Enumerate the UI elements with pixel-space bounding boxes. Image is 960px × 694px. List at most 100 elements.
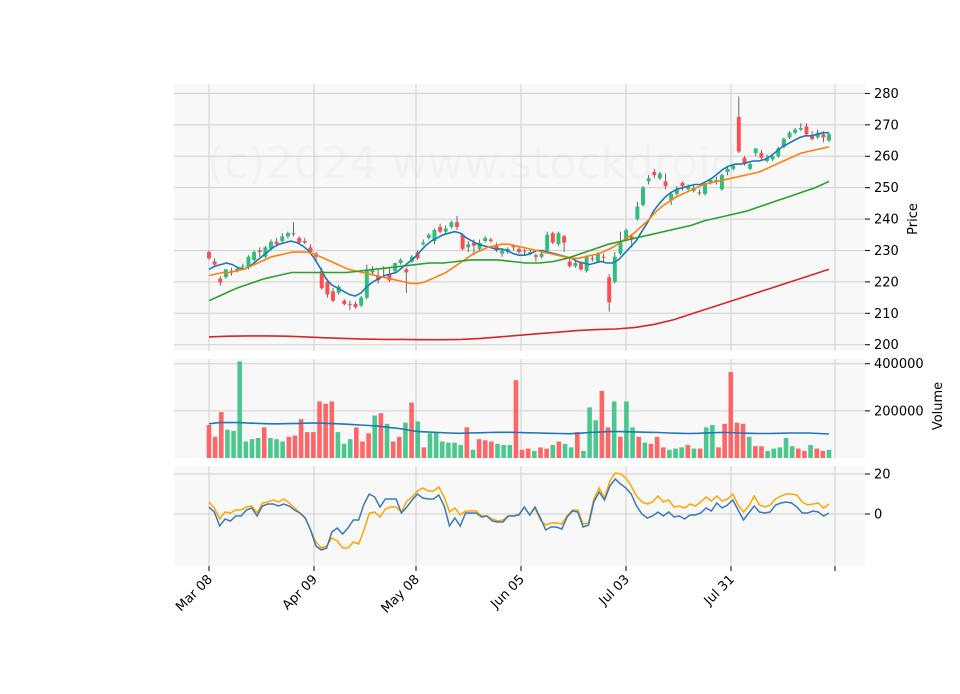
volume-axis-label: Volume [931, 382, 946, 430]
volume-bar [427, 433, 433, 458]
price-y-tick-label: 260 [874, 150, 899, 165]
candle-body [765, 157, 769, 161]
candle-body [528, 252, 533, 254]
volume-bar [654, 436, 660, 458]
volume-bar [673, 448, 678, 458]
macd-y-tick-label: 0 [874, 508, 882, 523]
volume-average-line [208, 421, 830, 435]
candle-body [748, 164, 753, 169]
candle-body [663, 181, 668, 187]
volume-bar [716, 447, 721, 458]
price-y-tick-label: 240 [874, 213, 899, 228]
candle-body [471, 242, 476, 246]
volume-bar [286, 436, 292, 458]
volume-bar [703, 427, 709, 458]
macd-panel-bg [174, 466, 865, 566]
price-y-tick-label: 250 [874, 181, 899, 196]
candle-body [212, 261, 217, 265]
candle-body [376, 275, 381, 281]
candle-body [624, 230, 629, 240]
candle-body [517, 248, 521, 253]
candle-body [669, 193, 674, 201]
candle-body [612, 256, 617, 282]
candle-body [235, 268, 240, 271]
candle-body [607, 277, 612, 303]
volume-bar [740, 423, 746, 458]
volume-bar [495, 443, 500, 458]
volume-bar [630, 427, 635, 458]
volume-bar [476, 439, 482, 458]
moving-average-line [208, 180, 830, 302]
volume-bar [464, 427, 470, 458]
moving-average-line [208, 146, 830, 285]
x-tick-label: Jun 05 [488, 572, 528, 612]
volume-bar [378, 413, 384, 458]
volume-bar [212, 436, 218, 458]
volume-bar [814, 448, 820, 458]
candle-body [207, 252, 211, 259]
candle-body [443, 228, 448, 232]
volume-panel [206, 361, 832, 458]
candle-body [449, 222, 454, 227]
candle-body [652, 171, 657, 176]
volume-bar [341, 443, 347, 458]
volume-bar [642, 442, 648, 458]
candle-body [460, 234, 465, 249]
volume-bar [243, 441, 249, 458]
candle-body [522, 250, 527, 252]
moving-average-line [208, 268, 830, 341]
candle-body [291, 233, 296, 235]
volume-bar [648, 443, 654, 458]
x-tick-label: Jul 03 [596, 572, 633, 609]
volume-y-tick-label: 400000 [874, 357, 924, 372]
candle-body [590, 258, 595, 260]
candle-body [781, 138, 786, 147]
volume-bar [617, 436, 623, 458]
candle-body [810, 135, 815, 139]
candle-body [421, 242, 426, 245]
candle-body [742, 157, 747, 165]
price-y-tick-label: 270 [874, 118, 899, 133]
volume-bar [783, 437, 789, 458]
volume-bar [685, 445, 691, 458]
moving-average-line [208, 131, 829, 297]
candle-body [218, 278, 223, 283]
candle-body [787, 132, 792, 138]
volume-bar [575, 432, 580, 458]
volume-bar [599, 390, 605, 458]
candle-body [280, 236, 285, 242]
volume-bar [568, 447, 574, 458]
candle-body [759, 153, 764, 158]
volume-bar [667, 449, 672, 458]
candle-body [359, 297, 364, 306]
watermark: (c)2024 www.stockdroid. [207, 138, 752, 189]
volume-bar [544, 448, 549, 458]
volume-bar [372, 415, 378, 458]
candle-body [815, 132, 820, 138]
volume-bar [789, 446, 795, 458]
volume-bar [728, 371, 734, 458]
candle-body [331, 291, 335, 301]
volume-bar [777, 447, 783, 458]
volume-bar [765, 450, 770, 458]
candle-body [539, 253, 544, 257]
volume-bar [335, 432, 341, 458]
volume-bar [231, 430, 236, 458]
x-tick-label: Jul 31 [701, 572, 738, 609]
x-tick-label: Mar 08 [173, 572, 216, 615]
volume-bar [421, 447, 427, 458]
candle-body [635, 206, 640, 220]
price-y-tick-label: 230 [874, 244, 899, 259]
volume-bar [820, 450, 826, 458]
volume-bar [360, 441, 365, 458]
candle-body [579, 263, 583, 270]
volume-bar [710, 425, 715, 458]
volume-bar [255, 437, 261, 458]
volume-bar [538, 447, 543, 458]
candle-body [556, 233, 561, 245]
volume-bar [525, 448, 531, 458]
candle-body [657, 173, 662, 179]
candle-body [550, 233, 555, 243]
x-tick-label: May 08 [379, 572, 423, 616]
candle-body [246, 256, 251, 268]
